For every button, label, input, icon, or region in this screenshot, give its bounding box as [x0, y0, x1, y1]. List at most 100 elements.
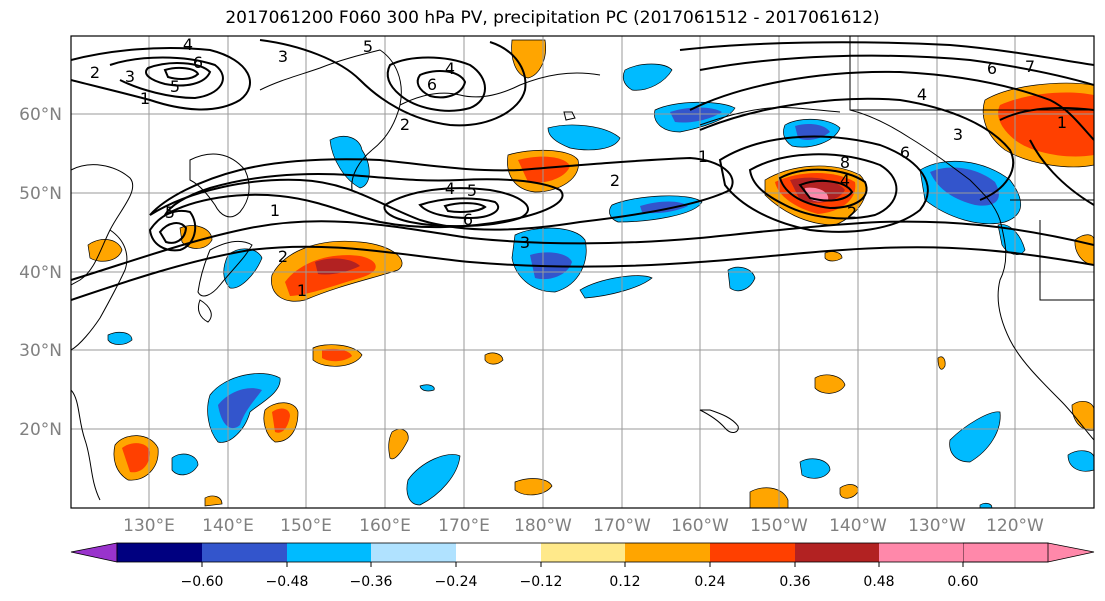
contour-label: 6 — [900, 143, 910, 162]
colorbar-segment — [371, 543, 456, 562]
precip-blob — [204, 495, 223, 507]
colorbar-tick-label: 0.60 — [947, 574, 978, 590]
contour-label: 2 — [90, 63, 100, 82]
lon-label: 180°W — [514, 516, 572, 536]
lon-label: 130°W — [908, 516, 966, 536]
precip-blob — [579, 275, 653, 299]
precip-blob — [814, 374, 846, 394]
contour-label: 2 — [400, 115, 410, 134]
map-title: 2017061200 F060 300 hPa PV, precipitatio… — [225, 8, 880, 28]
lon-label: 120°W — [986, 516, 1044, 536]
colorbar-tick-label: −0.60 — [181, 574, 224, 590]
coastlines — [71, 36, 1094, 501]
precip-blob — [315, 258, 360, 275]
precip-blob — [223, 248, 263, 289]
lon-label: 170°E — [438, 516, 490, 536]
contour-label: 4 — [840, 171, 850, 190]
contour-label: 6 — [427, 75, 437, 94]
contour-label: 5 — [170, 77, 180, 96]
contour-label: 4 — [445, 179, 455, 198]
colorbar-segment — [117, 543, 202, 562]
precip-blob — [930, 167, 999, 206]
colorbar: −0.60 −0.48 −0.36 −0.24 −0.12 0.12 0.24 … — [70, 542, 1095, 590]
colorbar-tick-labels: −0.60 −0.48 −0.36 −0.24 −0.12 0.12 0.24 … — [181, 574, 979, 590]
colorbar-tick-label: 0.24 — [694, 574, 725, 590]
pv-contours — [71, 39, 1094, 301]
colorbar-arrow-left — [70, 542, 118, 563]
lat-label: 40°N — [19, 263, 62, 283]
contour-label: 1 — [140, 89, 150, 108]
lat-label: 20°N — [19, 420, 62, 440]
contour-label: 8 — [840, 153, 850, 172]
precip-blob — [1071, 401, 1094, 431]
colorbar-ticks — [201, 562, 964, 567]
precip-blob — [640, 201, 688, 214]
lon-label: 150°W — [750, 516, 808, 536]
contour-label: 7 — [1025, 57, 1035, 76]
colorbar-segment — [202, 543, 287, 562]
colorbar-tick-label: 0.48 — [863, 574, 894, 590]
colorbar-segment — [456, 543, 541, 562]
lon-label: 150°E — [280, 516, 332, 536]
colorbar-tick-label: −0.36 — [350, 574, 393, 590]
colorbar-tick-label: −0.48 — [266, 574, 309, 590]
colorbar-segment — [710, 543, 795, 562]
contour-label: 2 — [847, 203, 857, 222]
lon-label: 140°W — [829, 516, 887, 536]
contour-label: 6 — [987, 59, 997, 78]
contour-label: 3 — [125, 67, 135, 86]
precip-blob — [272, 408, 290, 433]
precip-blob — [670, 107, 722, 123]
lon-label: 170°W — [593, 516, 651, 536]
contour-label: 5 — [363, 37, 373, 56]
precip-blob — [547, 124, 621, 151]
precip-blob — [727, 266, 756, 292]
colorbar-arrow-right — [962, 542, 1095, 563]
contour-label: 6 — [193, 53, 203, 72]
precip-blob — [388, 428, 409, 460]
precip-blob — [171, 453, 199, 476]
contour-label: 5 — [467, 181, 477, 200]
contour-label: 1 — [270, 201, 280, 220]
precip-blob — [622, 63, 673, 91]
contour-label: 1 — [1057, 113, 1067, 132]
contour-label: 2 — [278, 247, 288, 266]
colorbar-segment — [541, 543, 625, 562]
precip-blob — [218, 388, 262, 429]
contour-label: 4 — [183, 35, 193, 54]
colorbar-frame — [116, 542, 1049, 563]
contour-label: 6 — [463, 210, 473, 229]
graticule — [71, 36, 1094, 508]
precip-blob — [322, 348, 352, 362]
precip-blob — [406, 454, 461, 506]
contour-label: 3 — [520, 233, 530, 252]
lon-label: 160°E — [359, 516, 411, 536]
colorbar-segment — [625, 543, 710, 562]
lat-label: 30°N — [19, 341, 62, 361]
lat-label: 60°N — [19, 105, 62, 125]
contour-label: 3 — [278, 47, 288, 66]
lon-label: 160°W — [671, 516, 729, 536]
lon-label: 130°E — [123, 516, 175, 536]
colorbar-tick-label: 0.36 — [779, 574, 810, 590]
precip-blob — [518, 156, 570, 183]
precip-blob — [484, 352, 504, 365]
lon-label: 140°E — [202, 516, 254, 536]
colorbar-tick-label: 0.12 — [609, 574, 640, 590]
plot-frame — [70, 35, 1095, 509]
colorbar-tick-label: −0.12 — [520, 574, 563, 590]
contour-label: 2 — [610, 171, 620, 190]
contour-label: 1 — [297, 281, 307, 300]
precip-blob — [1067, 450, 1094, 472]
precip-blob — [949, 411, 1001, 463]
contour-label: 4 — [917, 85, 927, 104]
colorbar-segment — [879, 543, 963, 562]
contour-label: 4 — [445, 59, 455, 78]
contour-label: 5 — [165, 203, 175, 222]
lon-labels: 130°E 140°E 150°E 160°E 170°E 180°W 170°… — [123, 516, 1044, 536]
colorbar-segment — [795, 543, 879, 562]
lat-labels: 60°N 50°N 40°N 30°N 20°N — [19, 105, 62, 440]
contour-label: 3 — [953, 125, 963, 144]
colorbar-segment — [287, 543, 371, 562]
